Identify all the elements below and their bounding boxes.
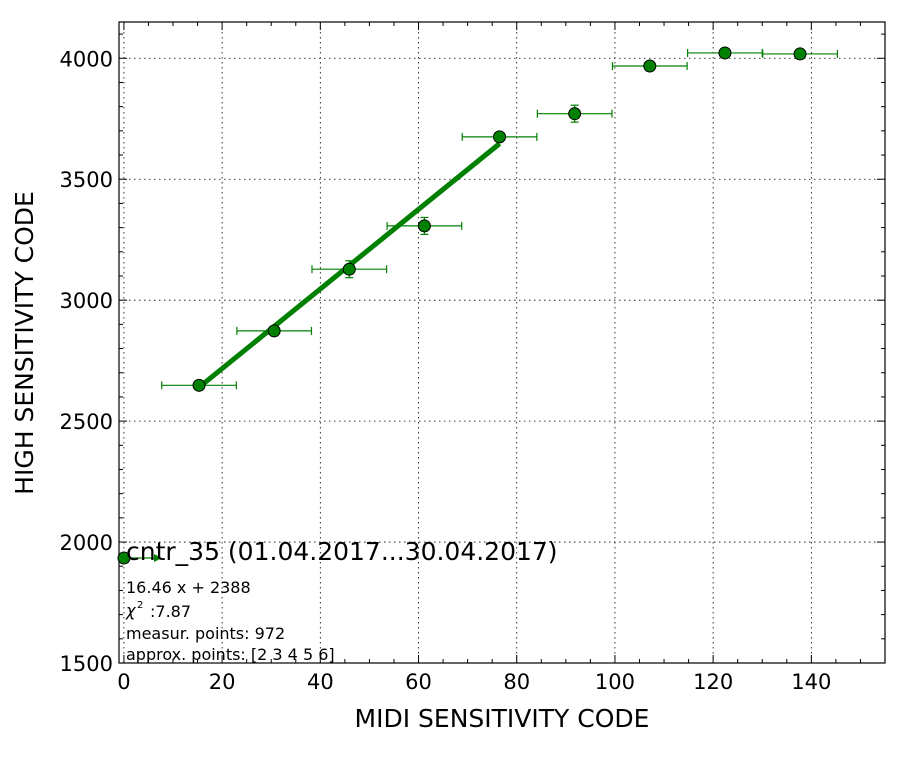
data-point bbox=[643, 59, 657, 73]
legend-arrow-icon bbox=[154, 554, 162, 562]
data-point bbox=[417, 219, 431, 233]
plot-frame bbox=[118, 21, 886, 664]
x-tick-label: 0 bbox=[117, 670, 130, 694]
y-tick-label: 3500 bbox=[60, 168, 113, 192]
data-points bbox=[192, 46, 807, 392]
legend-approx-points: approx. points: [2 3 4 5 6] bbox=[126, 645, 335, 664]
data-point bbox=[568, 107, 582, 121]
minor-ticks bbox=[119, 22, 885, 664]
x-tick-label: 100 bbox=[595, 670, 635, 694]
x-tick-label: 20 bbox=[209, 670, 236, 694]
legend-chi2-superscript: 2 bbox=[137, 600, 143, 611]
data-point bbox=[493, 130, 507, 144]
grid-lines bbox=[119, 22, 885, 664]
legend: cntr_35 (01.04.2017...30.04.2017) 16.46 … bbox=[117, 537, 558, 664]
data-point bbox=[267, 324, 281, 338]
x-tick-label: 80 bbox=[503, 670, 530, 694]
data-point bbox=[718, 46, 732, 60]
x-tick-label: 140 bbox=[791, 670, 831, 694]
y-tick-labels: 1500 2000 2500 3000 3500 4000 bbox=[60, 47, 113, 676]
legend-equation: 16.46 x + 2388 bbox=[126, 578, 251, 597]
data-point bbox=[342, 262, 356, 276]
legend-measur-points: measur. points: 972 bbox=[126, 624, 285, 643]
x-axis-label: MIDI SENSITIVITY CODE bbox=[355, 704, 650, 733]
y-tick-label: 2000 bbox=[60, 531, 113, 555]
legend-chi2-symbol: χ bbox=[125, 601, 136, 620]
data-point bbox=[793, 47, 807, 61]
legend-title: cntr_35 (01.04.2017...30.04.2017) bbox=[126, 537, 558, 566]
y-tick-label: 3000 bbox=[60, 289, 113, 313]
y-tick-label: 1500 bbox=[60, 652, 113, 676]
data-point bbox=[192, 378, 206, 392]
legend-chi2-value: :7.87 bbox=[150, 602, 191, 621]
y-tick-label: 2500 bbox=[60, 410, 113, 434]
legend-marker-icon bbox=[117, 551, 131, 565]
x-tick-label: 120 bbox=[693, 670, 733, 694]
x-tick-label: 60 bbox=[405, 670, 432, 694]
y-axis-label: HIGH SENSITIVITY CODE bbox=[10, 191, 39, 495]
y-tick-label: 4000 bbox=[60, 47, 113, 71]
x-tick-labels: 0 20 40 60 80 100 120 140 bbox=[117, 670, 831, 694]
x-tick-label: 40 bbox=[307, 670, 334, 694]
